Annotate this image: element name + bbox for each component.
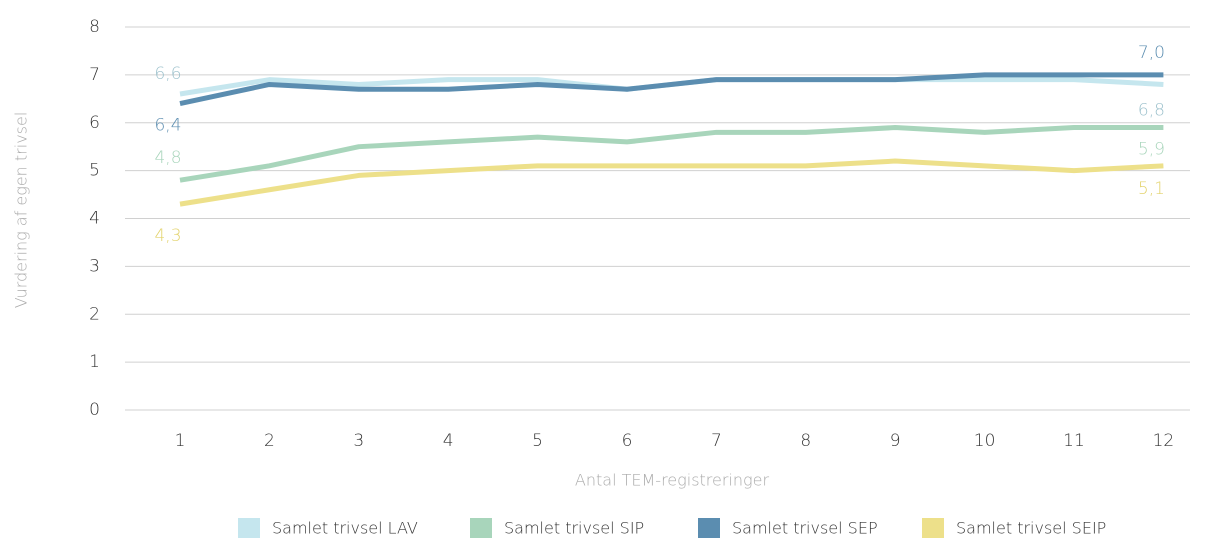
x-tick-label: 2 [264,431,275,451]
y-tick-label: 1 [89,352,100,372]
x-tick-label: 6 [622,431,633,451]
line [179,72,1164,107]
x-axis-title: Antal TEM-registreringer [575,471,770,490]
line [179,158,1164,207]
y-axis-title: Vurdering af egen trivsel [12,112,31,309]
y-tick-label: 3 [89,256,100,276]
y-tick-label: 2 [89,304,100,324]
legend-swatch [922,518,944,538]
x-tick-label: 3 [353,431,364,451]
legend-label: Samlet trivsel SEP [732,519,878,538]
legend-swatch [698,518,720,538]
data-label: 6,6 [154,64,181,84]
x-tick-label: 5 [532,431,543,451]
data-label: 4,3 [154,226,181,246]
x-tick-label: 7 [711,431,722,451]
legend-label: Samlet trivsel LAV [272,519,418,538]
data-label: 6,4 [154,116,181,136]
line [179,125,1164,183]
data-label: 5,9 [1138,140,1165,160]
legend-swatch [470,518,492,538]
legend-swatch [238,518,260,538]
x-tick-label: 11 [1063,431,1085,451]
y-tick-label: 7 [89,65,100,85]
data-label: 6,8 [1138,100,1165,120]
y-tick-label: 5 [89,161,100,181]
x-tick-label: 8 [800,431,811,451]
x-tick-label: 1 [175,431,186,451]
legend-label: Samlet trivsel SEIP [956,519,1106,538]
y-tick-label: 4 [89,209,100,229]
data-label: 4,8 [154,148,181,168]
data-label: 5,1 [1138,179,1165,199]
x-tick-label: 4 [443,431,454,451]
x-tick-label: 9 [890,431,901,451]
y-tick-label: 0 [89,400,100,420]
y-tick-label: 8 [89,17,100,37]
data-label: 7,0 [1138,43,1165,63]
x-tick-label: 12 [1153,431,1175,451]
x-tick-label: 10 [974,431,996,451]
y-tick-label: 6 [89,113,100,133]
legend-label: Samlet trivsel SIP [504,519,644,538]
